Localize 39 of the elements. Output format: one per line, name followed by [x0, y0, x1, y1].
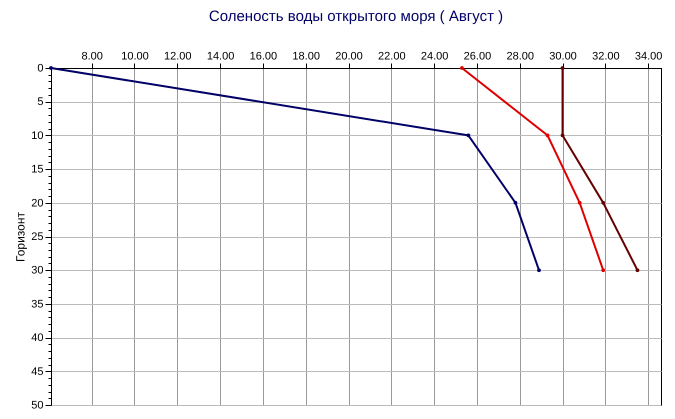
x-tick-label: 28.00	[506, 50, 534, 62]
y-tick-label: 40	[31, 332, 44, 344]
y-axis-title: Горизонт	[13, 212, 28, 262]
x-tick-label: 8.00	[81, 50, 103, 62]
y-tick-label: 5	[37, 96, 44, 108]
point	[466, 134, 470, 138]
y-tick-label: 50	[31, 400, 44, 412]
x-tick-label: 12.00	[164, 50, 192, 62]
x-tick-label: 26.00	[464, 50, 492, 62]
point	[601, 200, 606, 205]
x-tick-label: 32.00	[592, 50, 620, 62]
point	[560, 66, 564, 70]
y-tick-label: 45	[31, 366, 44, 378]
x-tick-label: 34.00	[634, 50, 662, 62]
y-tick-label: 10	[31, 130, 44, 142]
x-tick-label: 18.00	[292, 50, 320, 62]
point	[560, 134, 564, 138]
x-tick-label: 10.00	[121, 50, 149, 62]
x-tick-label: 24.00	[420, 50, 448, 62]
point	[636, 268, 640, 272]
point	[460, 66, 464, 70]
point	[514, 200, 518, 205]
point	[578, 200, 582, 205]
y-tick-label: 0	[37, 62, 44, 74]
point	[49, 66, 53, 70]
x-tick-label: 20.00	[335, 50, 363, 62]
point	[546, 134, 550, 138]
x-tick-label: 14.00	[206, 50, 234, 62]
chart-title: Соленость воды открытого моря ( Август )	[208, 8, 504, 25]
point	[537, 268, 541, 272]
y-tick-label: 25	[31, 231, 44, 243]
point	[601, 268, 606, 272]
x-tick-label: 16.00	[250, 50, 278, 62]
y-tick-label: 20	[31, 197, 44, 210]
y-tick-label: 15	[31, 164, 44, 176]
y-tick-label: 30	[31, 264, 44, 277]
x-tick-label: 22.00	[378, 50, 406, 62]
x-tick-label: 30.00	[549, 50, 577, 62]
y-tick-label: 35	[31, 298, 44, 310]
